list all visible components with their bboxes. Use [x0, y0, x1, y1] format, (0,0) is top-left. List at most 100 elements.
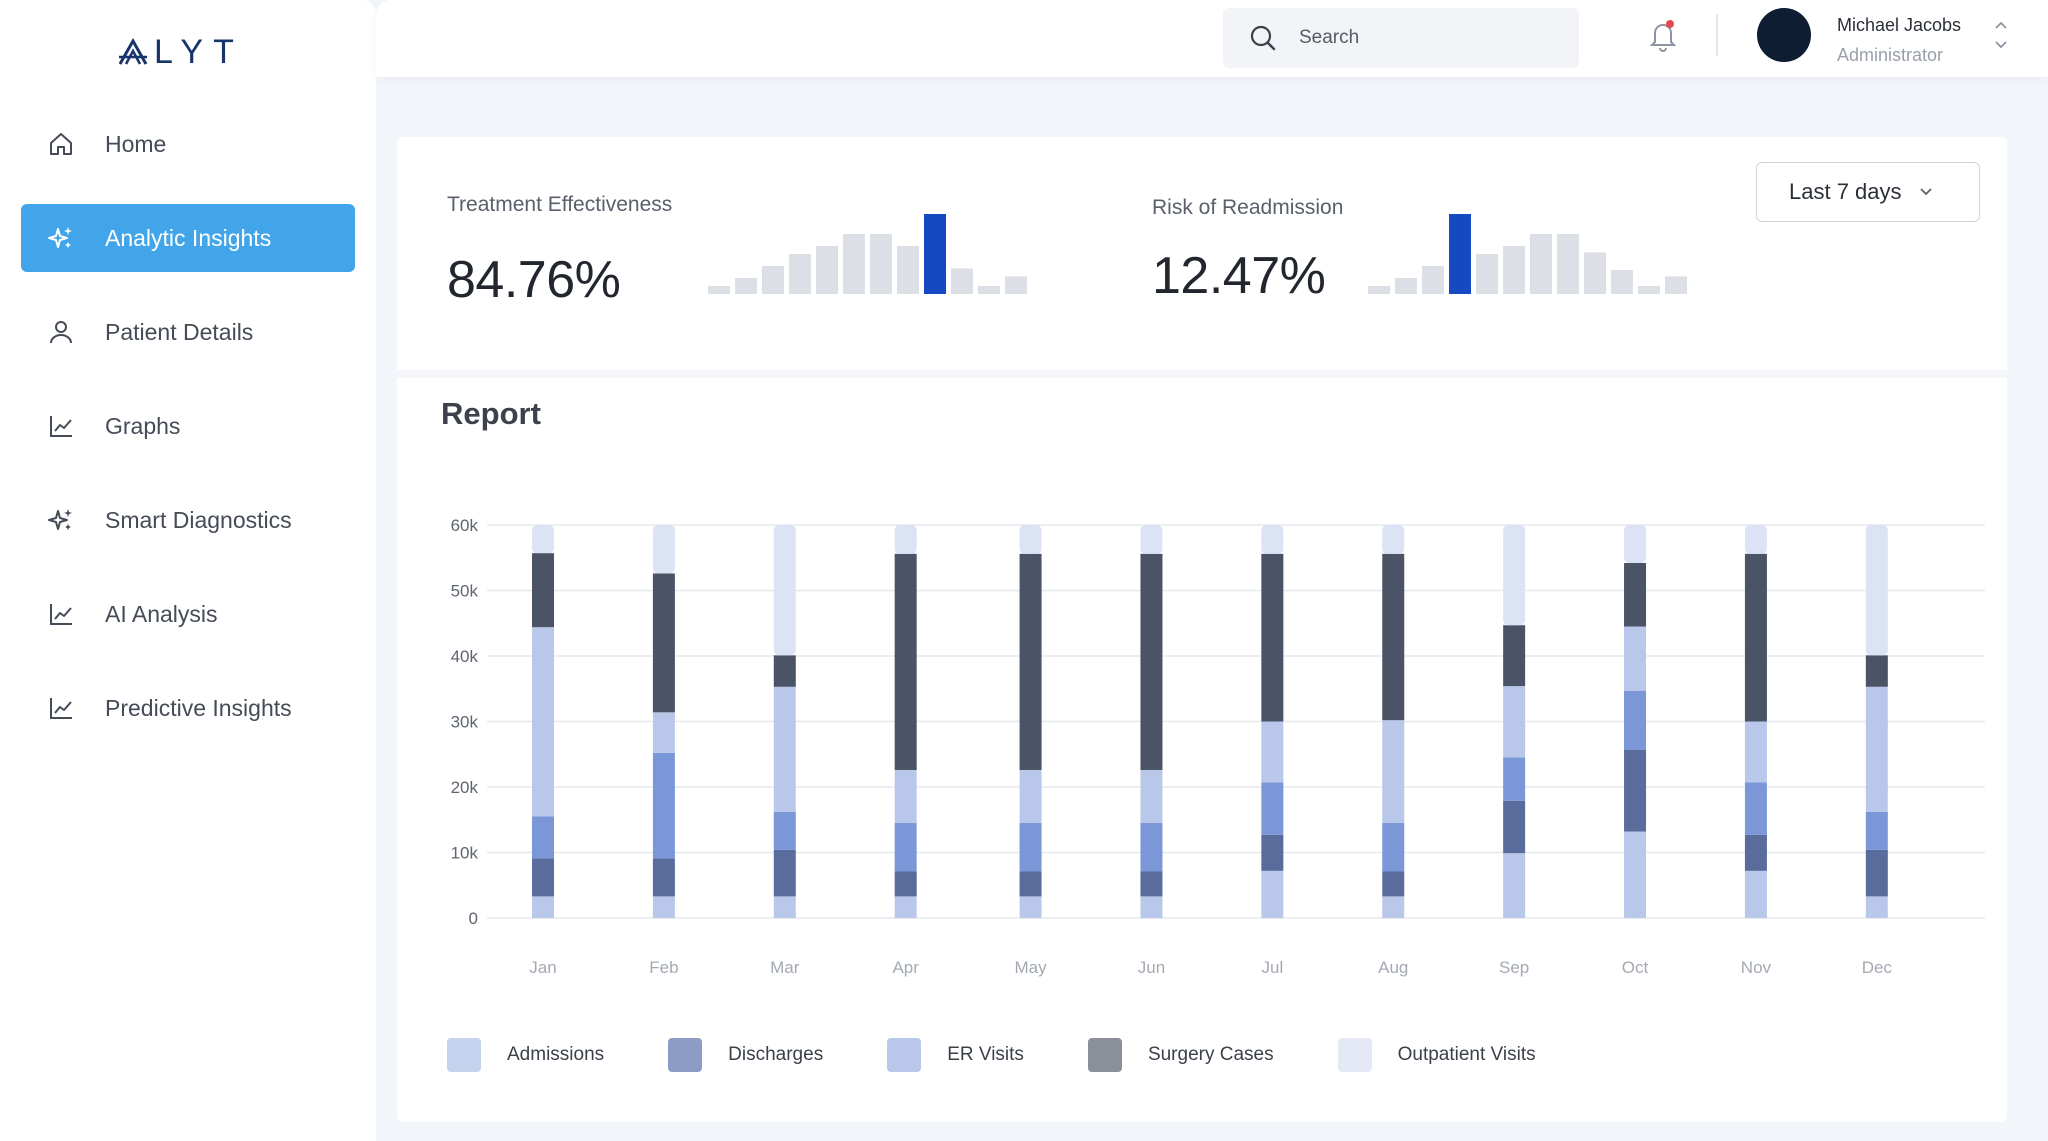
sparkles-icon: [47, 506, 75, 534]
x-tick-label: Apr: [892, 958, 919, 977]
bar-segment: [1624, 831, 1647, 918]
bar-dec[interactable]: [1865, 525, 1888, 918]
legend-item-surgery-cases[interactable]: Surgery Cases: [1087, 1038, 1274, 1072]
sparkline-bar: [897, 246, 919, 294]
x-tick-label: May: [1015, 958, 1048, 977]
bar-segment: [532, 553, 554, 628]
sidebar-item-label: AI Analysis: [105, 600, 218, 627]
user-icon: [47, 318, 75, 346]
bar-jun[interactable]: [1140, 525, 1163, 918]
sidebar-item-label: Home: [105, 130, 167, 157]
x-tick-label: Nov: [1741, 958, 1772, 977]
bar-nov[interactable]: [1744, 525, 1767, 918]
bar-segment: [1503, 525, 1526, 626]
legend-item-discharges[interactable]: Discharges: [668, 1038, 823, 1072]
legend-swatch: [1337, 1038, 1372, 1072]
chevron-down-icon: [1920, 188, 1932, 196]
bar-segment: [1744, 553, 1767, 722]
report-title: Report: [441, 396, 541, 431]
bar-segment: [1019, 553, 1042, 770]
bar-mar[interactable]: [773, 525, 796, 918]
sparkline-bar: [1530, 234, 1552, 294]
bar-sep[interactable]: [1503, 525, 1526, 918]
legend-item-er-visits[interactable]: ER Visits: [887, 1038, 1024, 1072]
bar-segment: [532, 627, 554, 817]
report-stacked-bar-chart: 0 10k 20k 30k 40k 50k 60k Jan Feb Mar Apr May Jun Jul…: [451, 516, 1985, 977]
y-tick-label: 0: [469, 909, 478, 928]
bar-segment: [652, 525, 675, 574]
bar-segment: [894, 823, 917, 872]
sidebar-item-patient-details[interactable]: Patient Details: [21, 298, 355, 366]
bar-segment: [1382, 896, 1405, 918]
logo-text: LYT: [154, 32, 244, 71]
sparkline-bar: [1557, 234, 1579, 294]
bar-segment: [1261, 870, 1284, 918]
sidebar-item-graphs[interactable]: Graphs: [21, 392, 355, 460]
bar-segment: [1019, 525, 1042, 554]
bar-segment: [1382, 871, 1405, 897]
period-dropdown[interactable]: Last 7 days: [1756, 162, 1980, 222]
bar-segment: [652, 858, 675, 897]
line-chart-icon: [47, 600, 75, 628]
sparkline-bar: [1665, 276, 1687, 294]
bar-segment: [1744, 834, 1767, 871]
sidebar-item-label: Predictive Insights: [105, 694, 292, 721]
search-box[interactable]: [1223, 8, 1579, 68]
bar-feb[interactable]: [652, 525, 675, 918]
y-tick-label: 50k: [451, 582, 479, 601]
sidebar-item-smart-diagnostics[interactable]: Smart Diagnostics: [21, 486, 355, 554]
y-tick-label: 40k: [451, 647, 479, 666]
bar-apr[interactable]: [894, 525, 917, 918]
bar-may[interactable]: [1019, 525, 1042, 918]
bar-oct[interactable]: [1624, 525, 1647, 918]
bar-segment: [1261, 834, 1284, 871]
bar-jul[interactable]: [1261, 525, 1284, 918]
x-tick-label: Feb: [649, 958, 678, 977]
bar-segment: [1865, 811, 1888, 850]
sparkline-bar: [762, 266, 784, 294]
x-tick-label: Jun: [1138, 958, 1165, 977]
bar-segment: [1744, 782, 1767, 835]
bar-aug[interactable]: [1382, 525, 1405, 918]
x-tick-label: Sep: [1499, 958, 1529, 977]
bar-segment: [1140, 896, 1163, 918]
bar-jan[interactable]: [532, 525, 554, 918]
sidebar-item-predictive-insights[interactable]: Predictive Insights: [21, 674, 355, 742]
legend-label: Admissions: [507, 1044, 605, 1065]
chart-legend: Admissions Discharges ER Visits Surgery Cas…: [447, 1038, 1600, 1072]
avatar[interactable]: [1757, 8, 1811, 62]
sparkline-bar: [1584, 252, 1606, 294]
sidebar-item-label: Analytic Insights: [105, 224, 272, 251]
legend-label: Surgery Cases: [1147, 1044, 1274, 1065]
kpi-title-treatment: Treatment Effectiveness: [447, 193, 673, 216]
user-menu-chevron-icon[interactable]: [1993, 18, 2009, 52]
sidebar-item-ai-analysis[interactable]: AI Analysis: [21, 580, 355, 648]
bar-segment: [894, 553, 917, 770]
bar-segment: [1140, 823, 1163, 872]
search-icon: [1250, 25, 1276, 51]
legend-item-outpatient-visits[interactable]: Outpatient Visits: [1337, 1038, 1536, 1072]
legend-swatch: [668, 1038, 703, 1072]
bar-segment: [1744, 870, 1767, 918]
bar-segment: [1503, 757, 1526, 801]
legend-item-admissions[interactable]: Admissions: [447, 1038, 604, 1072]
notification-bell-icon[interactable]: [1648, 18, 1678, 52]
sidebar-item-analytic-insights[interactable]: Analytic Insights: [21, 204, 355, 272]
bar-segment: [532, 816, 554, 859]
legend-label: ER Visits: [947, 1044, 1024, 1065]
sparkline-bar: [843, 234, 865, 294]
bar-segment: [1140, 553, 1163, 770]
sidebar-item-home[interactable]: Home: [21, 110, 355, 178]
sidebar-item-label: Patient Details: [105, 318, 254, 345]
bar-segment: [1019, 896, 1042, 918]
brand-logo[interactable]: LYT: [118, 32, 244, 72]
bar-segment: [1019, 769, 1042, 824]
search-input[interactable]: [1299, 27, 1559, 49]
x-tick-label: Jul: [1261, 958, 1283, 977]
bar-segment: [1382, 525, 1405, 554]
bar-segment: [1503, 800, 1526, 854]
bar-segment: [1140, 769, 1163, 824]
sparkline-bar: [870, 234, 892, 294]
bar-segment: [532, 525, 554, 554]
bar-segment: [1865, 655, 1888, 687]
